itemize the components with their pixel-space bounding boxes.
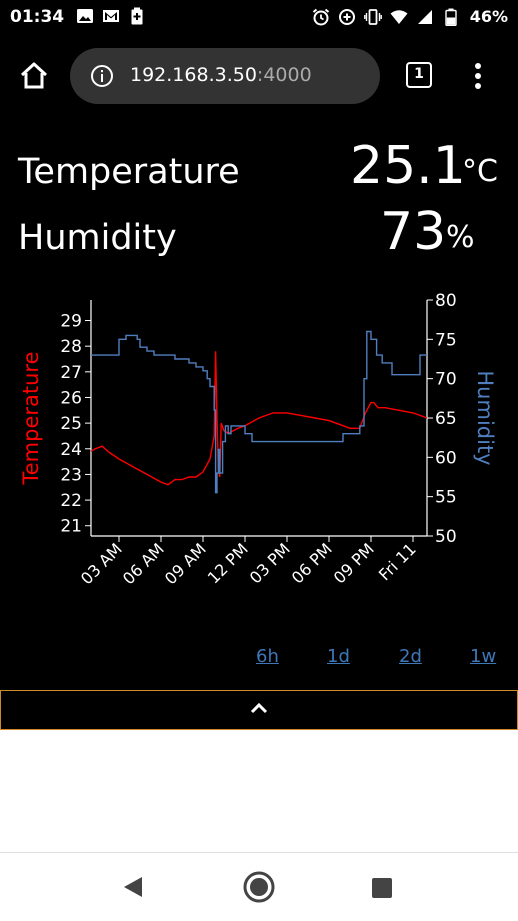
x-tick-label: 03 AM <box>77 539 126 588</box>
y-tick-label-left: 21 <box>60 517 82 537</box>
data-saver-icon <box>338 8 355 25</box>
y-tick-label-left: 28 <box>60 337 82 357</box>
y-axis-title-humidity: Humidity <box>473 370 497 465</box>
humidity-series-line <box>91 330 427 494</box>
gmail-icon <box>103 10 119 22</box>
y-tick-label-left: 25 <box>60 414 82 434</box>
battery-saver-icon <box>131 7 143 25</box>
url-text[interactable]: 192.168.3.50:4000 <box>130 64 312 86</box>
temperature-label: Temperature <box>18 152 240 192</box>
chevron-up-icon[interactable] <box>249 701 269 715</box>
alarm-icon <box>312 8 329 25</box>
home-nav-icon[interactable] <box>242 870 276 904</box>
x-tick-label: 12 PM <box>204 539 252 587</box>
battery-percent: 46% <box>469 7 508 26</box>
browser-toolbar: 192.168.3.50:4000 1 <box>0 36 518 116</box>
x-tick-label: 09 AM <box>161 539 210 588</box>
status-time: 01:34 <box>10 7 65 27</box>
image-icon <box>77 9 93 23</box>
status-bar: 01:34 46% <box>0 0 518 36</box>
url-port: :4000 <box>256 64 312 86</box>
url-host: 192.168.3.50 <box>130 64 257 86</box>
y-tick-label-left: 24 <box>60 440 82 460</box>
x-tick-label: 06 PM <box>288 539 336 587</box>
range-link-6h[interactable]: 6h <box>256 646 279 667</box>
temperature-unit: °C <box>462 154 498 189</box>
signal-icon <box>417 9 432 24</box>
y-tick-label-left: 23 <box>60 465 82 485</box>
range-link-1w[interactable]: 1w <box>470 646 497 667</box>
x-tick-label: 03 PM <box>246 539 294 587</box>
temperature-value: 25.1 <box>350 136 466 196</box>
wifi-icon <box>390 9 408 24</box>
tab-switcher-button[interactable]: 1 <box>406 62 432 88</box>
battery-icon <box>445 8 457 26</box>
y-tick-label-left: 29 <box>60 312 82 332</box>
humidity-unit: % <box>446 220 475 255</box>
y-tick-label-right: 65 <box>435 409 457 429</box>
y-tick-label-left: 27 <box>60 363 82 383</box>
recent-apps-icon[interactable] <box>371 877 393 899</box>
page-blank-area <box>0 730 518 852</box>
y-tick-label-right: 55 <box>435 488 457 508</box>
humidity-value: 73 <box>380 202 447 262</box>
y-tick-label-right: 70 <box>435 370 457 390</box>
x-tick-label: 06 AM <box>119 539 168 588</box>
temperature-series-line <box>90 351 428 486</box>
x-tick-label: Fri 11 <box>375 539 420 584</box>
home-icon[interactable] <box>18 60 50 92</box>
android-nav-bar <box>0 852 518 921</box>
y-tick-label-right: 75 <box>435 330 457 350</box>
humidity-label: Humidity <box>18 218 177 258</box>
info-icon[interactable] <box>90 64 114 88</box>
more-options-icon[interactable] <box>470 60 486 92</box>
y-tick-label-right: 80 <box>435 292 457 311</box>
page-content: Temperature 25.1 °C Humidity 73 % 21 22 23… <box>0 116 518 730</box>
range-link-2d[interactable]: 2d <box>399 646 422 667</box>
y-tick-label-left: 26 <box>60 388 82 408</box>
x-tick-label: 09 PM <box>330 539 378 587</box>
y-tick-label-right: 60 <box>435 448 457 468</box>
collapse-bar[interactable] <box>0 690 518 730</box>
vibrate-icon <box>363 8 382 25</box>
y-tick-label-right: 50 <box>435 527 457 547</box>
y-axis-title-temperature: Temperature <box>19 351 43 485</box>
back-icon[interactable] <box>122 875 144 899</box>
range-link-1d[interactable]: 1d <box>327 646 350 667</box>
y-tick-label-left: 22 <box>60 491 82 511</box>
url-bar[interactable]: 192.168.3.50:4000 <box>70 48 380 104</box>
